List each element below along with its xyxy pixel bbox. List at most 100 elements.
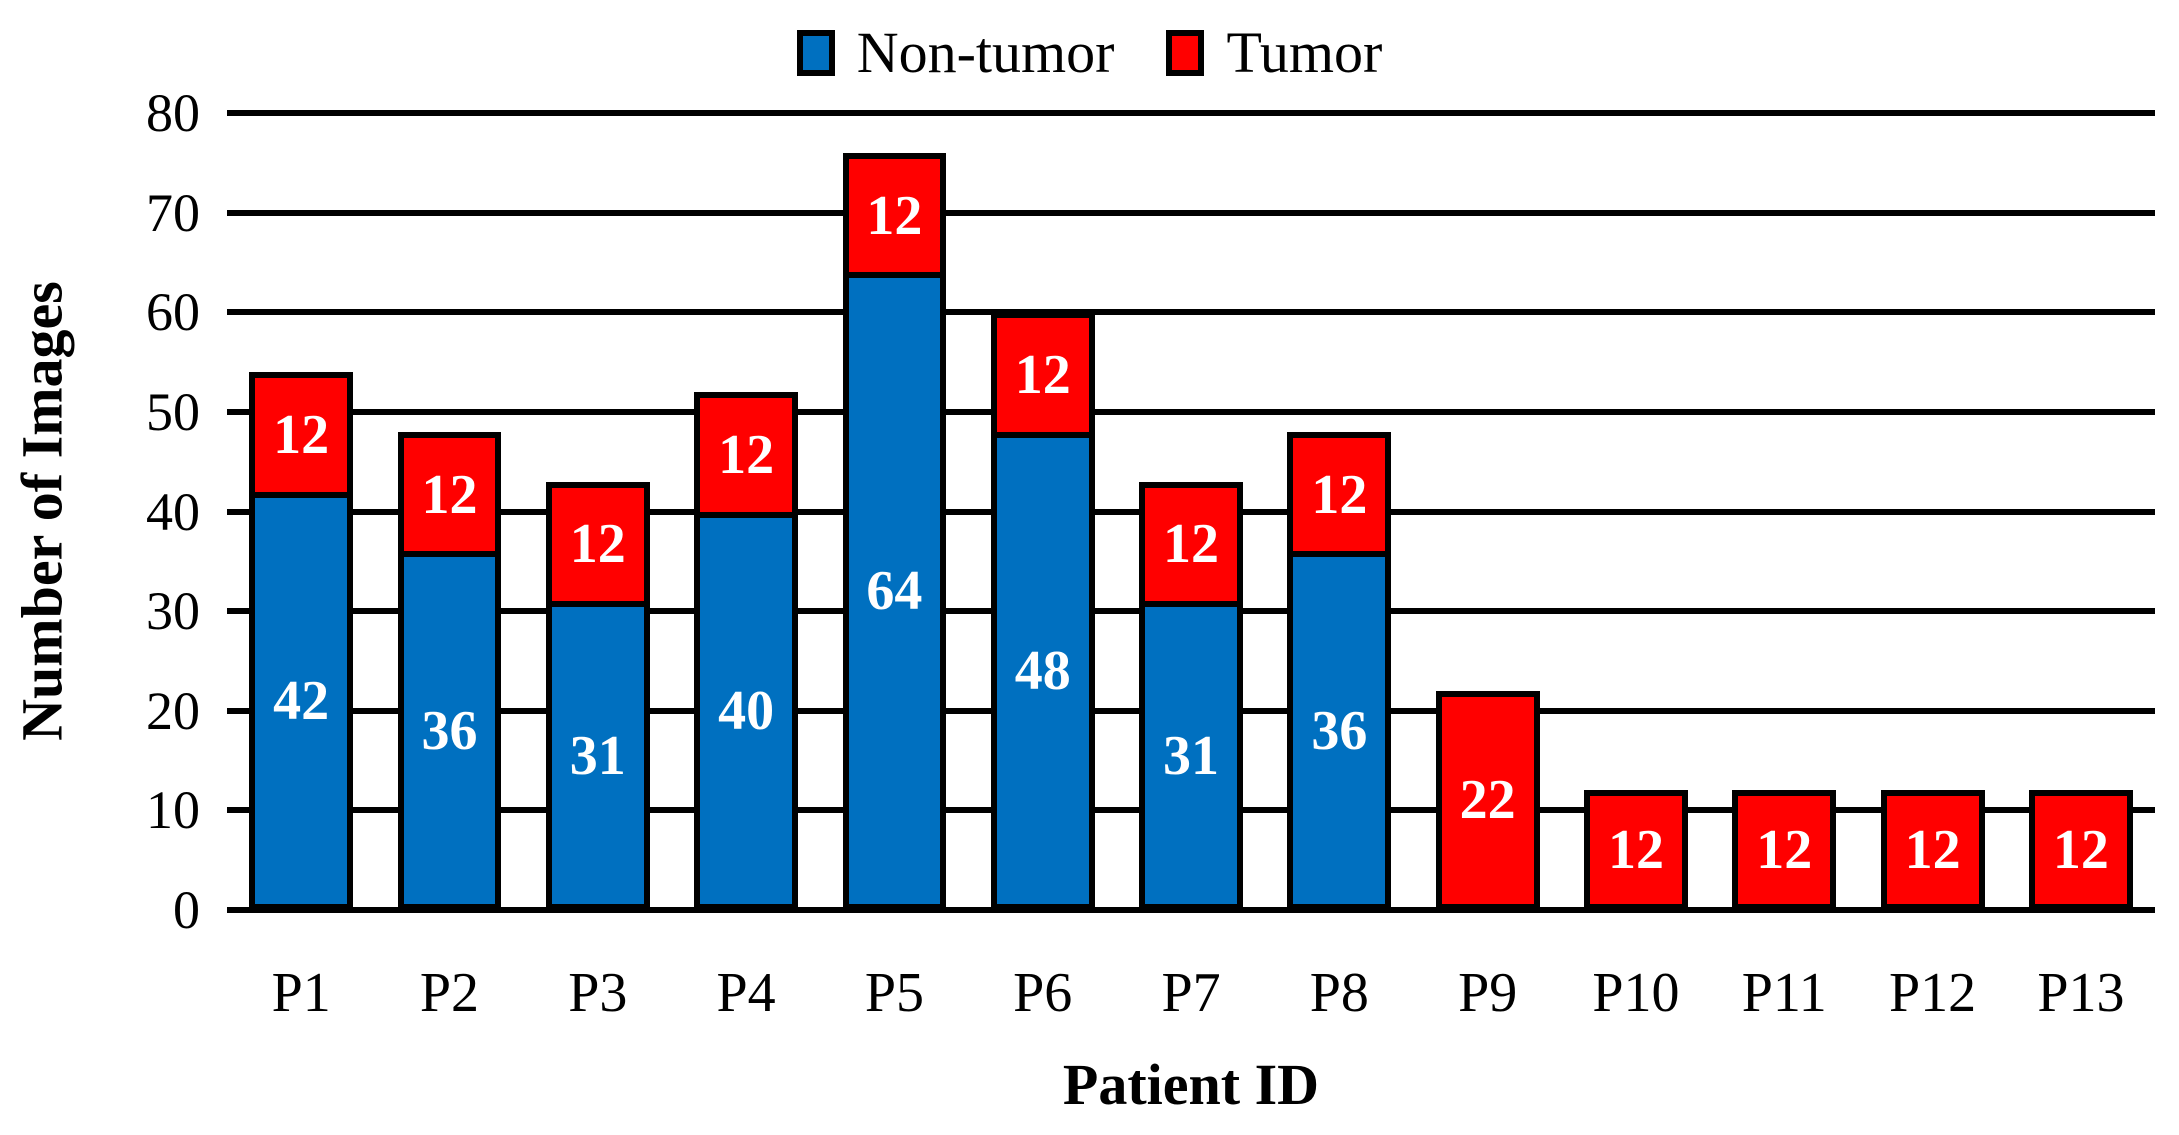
bar-segment-tumor-p11: 12 xyxy=(1732,790,1837,910)
bar-value-label-non-tumor-p2: 36 xyxy=(421,699,478,762)
x-tick-label-p9: P9 xyxy=(1458,962,1518,1024)
bar-segment-non-tumor-p5: 64 xyxy=(842,272,947,910)
x-tick-label-p10: P10 xyxy=(1592,962,1680,1024)
bar-value-label-tumor-p1: 12 xyxy=(273,403,330,466)
bar-value-label-non-tumor-p6: 48 xyxy=(1014,639,1071,702)
legend: Non-tumor Tumor xyxy=(0,24,2179,82)
x-tick-label-p2: P2 xyxy=(419,962,480,1024)
bar-slot-p7: 12 31 xyxy=(1117,113,1265,910)
bar-segment-tumor-p7: 12 xyxy=(1139,481,1243,608)
bar-segment-non-tumor-p6: 48 xyxy=(990,431,1095,910)
bar-segment-tumor-p5: 12 xyxy=(842,152,947,279)
bar-slot-p8: 12 36 xyxy=(1265,113,1413,910)
bar-slot-p10: 12 xyxy=(1562,113,1710,910)
plot-area: 12 42 12 36 12 31 12 40 12 64 12 48 12 31 12 36 22 12 12 12… xyxy=(227,110,2155,913)
bar-p6: 12 48 xyxy=(990,312,1095,910)
bar-value-label-tumor-p5: 12 xyxy=(866,184,923,247)
bar-slot-p6: 12 48 xyxy=(969,113,1117,910)
y-tick-label-70: 70 xyxy=(146,182,200,243)
bar-segment-non-tumor-p1: 42 xyxy=(249,491,354,910)
bar-segment-tumor-p13: 12 xyxy=(2029,790,2133,910)
bar-p4: 12 40 xyxy=(694,391,798,910)
y-tick-label-20: 20 xyxy=(146,680,200,741)
bar-value-label-tumor-p7: 12 xyxy=(1163,513,1220,576)
legend-item-non-tumor: Non-tumor xyxy=(796,20,1115,85)
bar-value-label-tumor-p12: 12 xyxy=(1904,819,1961,882)
bar-segment-non-tumor-p7: 31 xyxy=(1139,601,1243,910)
bar-value-label-tumor-p8: 12 xyxy=(1311,463,1368,526)
bar-segment-tumor-p10: 12 xyxy=(1584,790,1688,910)
bar-segment-tumor-p2: 12 xyxy=(397,431,502,558)
bar-slot-p11: 12 xyxy=(1710,113,1858,910)
x-tick-label-p13: P13 xyxy=(2037,962,2125,1024)
bar-value-label-non-tumor-p1: 42 xyxy=(273,669,330,732)
bar-value-label-tumor-p6: 12 xyxy=(1014,344,1071,407)
x-tick-label-p12: P12 xyxy=(1889,962,1977,1024)
x-axis-tick-labels: P1 P2 P3 P4 P5 P6 P7 P8 P9 P10 P11 P12 P13 xyxy=(227,965,2155,1021)
y-tick-label-60: 60 xyxy=(146,282,200,343)
bar-p8: 12 36 xyxy=(1287,431,1392,910)
x-axis-title: Patient ID xyxy=(1062,1052,1320,1117)
legend-label-tumor: Tumor xyxy=(1226,20,1383,85)
gridline-60 xyxy=(227,309,2155,316)
bar-value-label-non-tumor-p3: 31 xyxy=(569,724,626,787)
gridline-0 xyxy=(227,907,2155,913)
bar-p3: 12 31 xyxy=(545,481,650,910)
legend-swatch-non-tumor xyxy=(796,30,835,76)
bar-slot-p3: 12 31 xyxy=(524,113,672,910)
y-tick-label-10: 10 xyxy=(146,780,200,841)
legend-label-non-tumor: Non-tumor xyxy=(856,20,1115,85)
gridline-70 xyxy=(227,209,2155,216)
gridline-80 xyxy=(227,110,2155,116)
bar-segment-tumor-p3: 12 xyxy=(545,481,650,608)
bar-slot-p1: 12 42 xyxy=(227,113,375,910)
bar-value-label-tumor-p4: 12 xyxy=(718,423,775,486)
x-tick-label-p8: P8 xyxy=(1309,962,1369,1024)
legend-item-tumor: Tumor xyxy=(1166,24,1382,82)
bar-p10: 12 xyxy=(1584,790,1688,910)
x-tick-label-p7: P7 xyxy=(1161,962,1221,1024)
bar-p12: 12 xyxy=(1880,790,1985,910)
bar-value-label-non-tumor-p7: 31 xyxy=(1163,724,1220,787)
bar-value-label-tumor-p3: 12 xyxy=(569,513,626,576)
bars-container: 12 42 12 36 12 31 12 40 12 64 12 48 12 31 12 36 22 12 12 12… xyxy=(227,113,2155,910)
bar-segment-non-tumor-p2: 36 xyxy=(397,551,502,910)
bar-value-label-non-tumor-p8: 36 xyxy=(1311,699,1368,762)
bar-value-label-non-tumor-p5: 64 xyxy=(866,560,923,623)
bar-p11: 12 xyxy=(1732,790,1837,910)
x-tick-label-p1: P1 xyxy=(271,962,331,1024)
bar-segment-tumor-p8: 12 xyxy=(1287,431,1392,558)
y-tick-label-80: 80 xyxy=(146,83,200,143)
bar-slot-p4: 12 40 xyxy=(672,113,820,910)
bar-value-label-tumor-p10: 12 xyxy=(1607,819,1664,882)
bar-segment-tumor-p4: 12 xyxy=(694,391,798,518)
y-tick-label-0: 0 xyxy=(173,880,200,940)
x-tick-label-p6: P6 xyxy=(1013,962,1073,1024)
bar-p9: 22 xyxy=(1435,690,1540,910)
bar-value-label-tumor-p13: 12 xyxy=(2052,819,2109,882)
x-tick-label-p11: P11 xyxy=(1741,962,1827,1024)
bar-segment-tumor-p1: 12 xyxy=(249,372,354,498)
bar-p5: 12 64 xyxy=(842,152,947,910)
bar-segment-non-tumor-p3: 31 xyxy=(545,601,650,910)
x-tick-label-p4: P4 xyxy=(716,962,776,1024)
bar-slot-p12: 12 xyxy=(1858,113,2006,910)
bar-p7: 12 31 xyxy=(1139,481,1243,910)
gridline-50 xyxy=(227,408,2155,415)
bar-p13: 12 xyxy=(2029,790,2133,910)
x-tick-label-p5: P5 xyxy=(864,962,924,1024)
bar-slot-p5: 12 64 xyxy=(820,113,968,910)
bar-p2: 12 36 xyxy=(397,431,502,910)
bar-slot-p13: 12 xyxy=(2007,113,2155,910)
y-tick-label-50: 50 xyxy=(146,381,200,442)
bar-value-label-non-tumor-p4: 40 xyxy=(718,679,775,742)
bar-segment-non-tumor-p8: 36 xyxy=(1287,551,1392,910)
bar-slot-p2: 12 36 xyxy=(375,113,523,910)
bar-value-label-tumor-p11: 12 xyxy=(1756,819,1813,882)
bar-p1: 12 42 xyxy=(249,372,354,910)
y-tick-label-30: 30 xyxy=(146,581,200,642)
bar-segment-tumor-p9: 22 xyxy=(1435,690,1540,910)
bar-value-label-tumor-p9: 22 xyxy=(1459,769,1516,832)
bar-segment-tumor-p12: 12 xyxy=(1880,790,1985,910)
